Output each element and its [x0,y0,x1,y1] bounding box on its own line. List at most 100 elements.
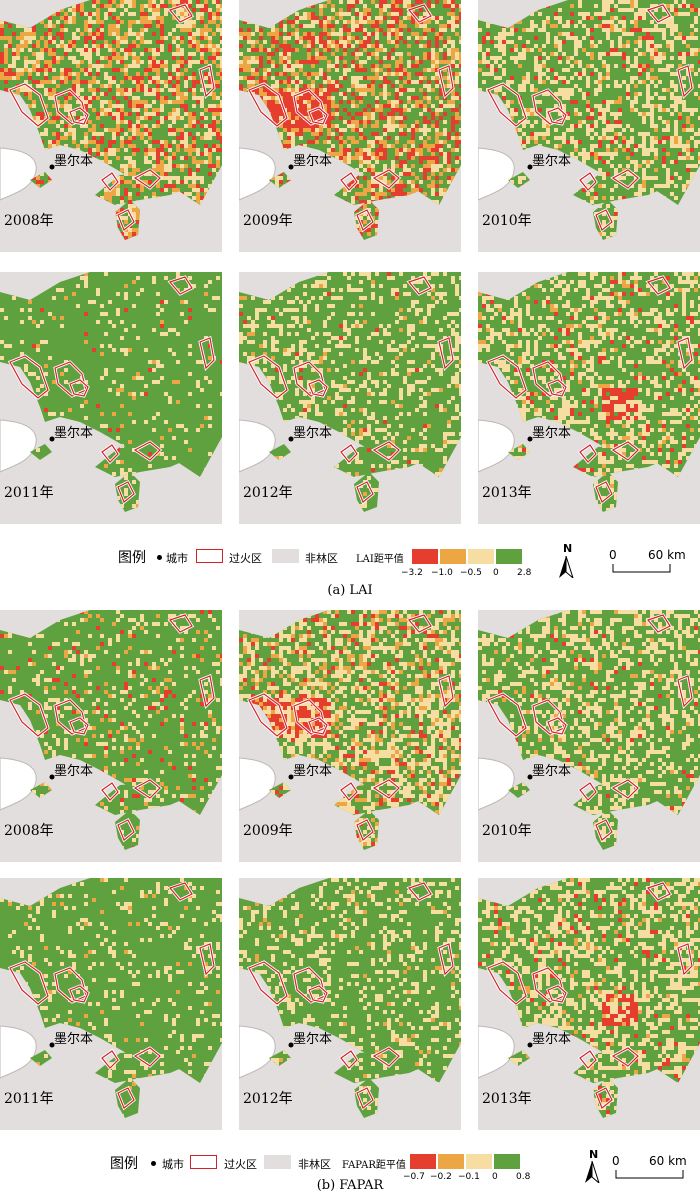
raster-cell [108,168,112,172]
raster-cell [156,84,160,88]
raster-cell [379,4,383,8]
raster-cell [267,124,271,128]
raster-cell [371,156,375,160]
raster-cell [44,248,48,252]
raster-cell [327,240,331,244]
raster-cell [124,40,128,44]
raster-cell [172,68,176,72]
raster-cell [455,216,459,220]
raster-cell [415,176,419,180]
raster-cell [423,68,427,72]
raster-cell [419,60,423,64]
raster-cell [311,140,315,144]
raster-cell [80,208,84,212]
raster-cell [24,20,28,24]
raster-cell [295,48,299,52]
raster-cell [208,228,212,232]
raster-cell [32,64,36,68]
raster-cell [391,116,395,120]
raster-cell [180,40,184,44]
raster-cell [8,140,12,144]
raster-cell [654,28,658,32]
raster-cell [391,164,395,168]
raster-cell [431,164,435,168]
raster-cell [36,0,40,4]
raster-cell [395,16,399,20]
raster-cell [518,64,522,68]
raster-cell [44,104,48,108]
raster-cell [84,136,88,140]
raster-cell [590,36,594,40]
raster-cell [116,92,120,96]
raster-cell [694,28,698,32]
raster-cell [108,88,112,92]
raster-cell [168,72,172,76]
raster-cell [486,20,490,24]
raster-cell [359,216,363,220]
raster-cell [343,60,347,64]
raster-cell [124,132,128,136]
raster-cell [112,96,116,100]
raster-cell [658,44,662,48]
raster-cell [546,4,550,8]
raster-cell [204,196,208,200]
raster-cell [307,48,311,52]
raster-cell [144,88,148,92]
raster-cell [255,112,259,116]
raster-cell [251,112,255,116]
raster-cell [44,24,48,28]
raster-cell [443,248,447,252]
raster-cell [359,240,363,244]
raster-cell [168,0,172,4]
raster-cell [104,196,108,200]
raster-cell [180,60,184,64]
raster-cell [399,60,403,64]
raster-cell [658,60,662,64]
raster-cell [435,20,439,24]
raster-cell [295,192,299,196]
raster-cell [40,4,44,8]
raster-cell [331,84,335,88]
raster-cell [88,64,92,68]
raster-cell [383,216,387,220]
raster-cell [28,48,32,52]
raster-cell [674,88,678,92]
raster-cell [514,56,518,60]
raster-cell [156,152,160,156]
raster-cell [395,208,399,212]
raster-cell [367,168,371,172]
raster-cell [88,140,92,144]
raster-cell [8,76,12,80]
raster-cell [176,180,180,184]
raster-cell [367,104,371,108]
raster-cell [92,88,96,92]
raster-cell [20,124,24,128]
raster-cell [251,108,255,112]
raster-cell [275,108,279,112]
raster-cell [239,120,243,124]
raster-cell [124,240,128,244]
raster-cell [562,108,566,112]
raster-cell [395,244,399,248]
raster-cell [84,96,88,100]
raster-cell [196,216,200,220]
raster-cell [48,148,52,152]
raster-cell [196,60,200,64]
raster-cell [650,104,654,108]
raster-cell [124,88,128,92]
raster-cell [60,24,64,28]
raster-cell [355,36,359,40]
raster-cell [44,132,48,136]
raster-cell [152,92,156,96]
raster-cell [658,28,662,32]
raster-cell [403,168,407,172]
raster-cell [355,148,359,152]
raster-cell [196,212,200,216]
raster-cell [574,24,578,28]
map-svg [0,0,222,252]
raster-cell [610,124,614,128]
raster-cell [212,124,216,128]
raster-cell [670,56,674,60]
raster-cell [419,216,423,220]
raster-cell [626,96,630,100]
